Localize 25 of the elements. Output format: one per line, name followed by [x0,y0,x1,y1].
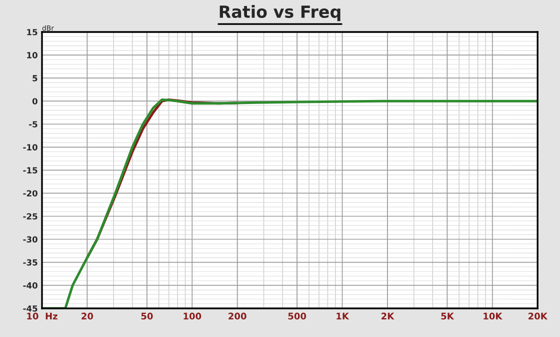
y-tick-label: 10 [27,52,38,58]
x-tick-label: 100 [184,312,202,320]
x-tick-label: 10 Hz [27,312,58,320]
y-tick-label: -10 [23,144,38,150]
y-tick-label: -45 [23,305,38,312]
y-tick-label: -30 [23,236,38,243]
x-tick-label: 5K [441,312,454,320]
y-tick-label: -25 [23,213,38,220]
x-tick-label: 1K [336,312,350,320]
x-tick-label: 50 [141,312,153,320]
x-tick-label: 10K [484,312,502,320]
x-tick-label: 2K [382,312,394,320]
chart-title: Ratio vs Freq [220,5,340,22]
y-tick-label: -35 [23,259,38,266]
y-tick-label: 0 [32,98,38,104]
x-tick-label: 20K [528,312,548,320]
x-tick-label: 20 [82,312,94,320]
x-tick-label: 200 [228,312,246,320]
x-tick-label: 500 [288,312,306,320]
y-tick-label: -15 [23,167,38,174]
y-tick-label: 15 [27,29,38,36]
y-tick-label: -40 [23,282,38,289]
y-tick-label: -5 [29,121,38,128]
y-tick-label: -20 [23,190,38,196]
y-tick-label: 5 [32,75,38,82]
